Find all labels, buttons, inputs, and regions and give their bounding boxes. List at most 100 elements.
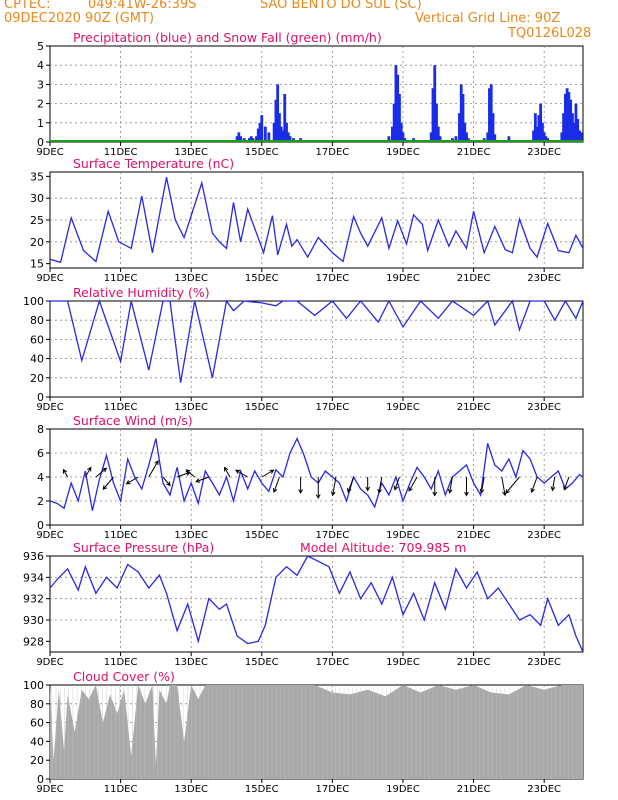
wind-arrow	[148, 460, 159, 478]
precip-bar	[488, 88, 491, 142]
precip-xtick-label: 15DEC	[245, 147, 279, 158]
wind-arrow-head	[154, 460, 159, 465]
wind-arrow	[378, 476, 383, 493]
wind-xtick-label: 11DEC	[104, 530, 138, 541]
cloud-ytick-label: 0	[37, 773, 44, 786]
precip-bar	[571, 113, 574, 142]
precip-bar	[286, 132, 290, 142]
precip-bar	[256, 128, 260, 142]
wind-arrow-head	[505, 489, 510, 494]
temp-xtick-label: 11DEC	[104, 273, 138, 284]
pressure-xtick-label: 11DEC	[104, 657, 138, 668]
precip-bar	[562, 113, 565, 142]
precip-title: Precipitation (blue) and Snow Fall (gree…	[73, 30, 382, 45]
precip-bar	[438, 136, 442, 142]
wind-arrow-head	[223, 466, 229, 472]
humidity-ytick-label: 100	[23, 295, 44, 308]
wind-arrow-head	[315, 494, 321, 500]
humidity-xtick-label: 9DEC	[36, 402, 63, 413]
humidity-xtick-label: 11DEC	[104, 402, 138, 413]
wind-arrow-head	[330, 491, 336, 497]
header-label: CPTEC:	[4, 0, 51, 12]
humidity-ytick-label: 60	[30, 333, 44, 346]
precip-ytick-label: 3	[37, 78, 44, 91]
pressure-subtitle: Model Altitude: 709.985 m	[300, 540, 466, 555]
wind-xtick-label: 13DEC	[174, 530, 208, 541]
precip-bar	[390, 126, 394, 142]
precip-bar	[401, 132, 405, 142]
wind-arrow-head	[408, 486, 413, 492]
precip-bar	[279, 126, 283, 142]
wind-xtick-label: 21DEC	[457, 530, 491, 541]
wind-arrow-head	[346, 488, 352, 494]
precip-bar	[255, 136, 258, 142]
precip-bar	[267, 132, 271, 142]
wind-arrow	[347, 476, 355, 493]
pressure-xtick-label: 19DEC	[386, 657, 420, 668]
wind-arrow-head	[102, 467, 108, 473]
precip-bar	[285, 122, 288, 142]
temp-ytick-label: 25	[30, 214, 44, 227]
wind-arrow-head	[125, 480, 131, 485]
precip-ytick-label: 2	[37, 98, 44, 111]
precip-bar	[274, 99, 278, 142]
wind-arrow	[505, 476, 520, 494]
pressure-xtick-label: 9DEC	[36, 657, 63, 668]
precip-bar	[491, 113, 495, 142]
wind-arrow-head	[195, 478, 201, 483]
wind-arrow	[102, 476, 114, 490]
precip-bar	[429, 132, 433, 142]
pressure-series-line	[49, 555, 584, 653]
precip-bar	[260, 115, 264, 142]
temp-title: Surface Temperature (nC)	[73, 156, 234, 171]
wind-arrow	[62, 469, 69, 478]
temp-xtick-label: 17DEC	[316, 273, 350, 284]
temp-xtick-label: 15DEC	[245, 273, 279, 284]
wind-arrow-head	[530, 488, 535, 494]
wind-xtick-label: 23DEC	[527, 530, 561, 541]
cloud-cover-area	[50, 685, 583, 779]
header-location: SAO BENTO DO SUL (SC)	[260, 0, 422, 12]
precip-xtick-label: 9DEC	[36, 147, 63, 158]
pressure-xtick-label: 15DEC	[245, 657, 279, 668]
cloud-xtick-label: 17DEC	[316, 784, 350, 795]
wind-arrow	[408, 476, 418, 492]
wind-arrow-head	[87, 466, 92, 472]
pressure-frame	[49, 555, 584, 653]
precip-bar	[539, 103, 543, 142]
precip-ytick-label: 5	[37, 40, 44, 53]
precip-bar	[454, 136, 458, 142]
cloud-xtick-label: 19DEC	[386, 784, 420, 795]
precip-bar	[258, 122, 262, 142]
pressure-ytick-label: 930	[23, 614, 44, 627]
precip-bar	[263, 126, 267, 142]
precip-bar	[458, 113, 461, 142]
precip-bar	[235, 136, 239, 142]
wind-xtick-label: 9DEC	[36, 530, 63, 541]
precip-bar	[436, 126, 440, 142]
temp-ytick-label: 30	[30, 192, 44, 205]
cloud-ytick-label: 80	[30, 698, 44, 711]
wind-xtick-label: 17DEC	[316, 530, 350, 541]
precip-bar	[387, 136, 391, 142]
cloud-xtick-label: 9DEC	[36, 784, 63, 795]
pressure-title: Surface Pressure (hPa)	[73, 540, 214, 555]
precip-bar	[288, 136, 292, 142]
precip-bar	[572, 122, 576, 142]
precip-bar	[567, 92, 571, 142]
wind-arrow	[185, 469, 196, 478]
precip-bar	[537, 115, 541, 142]
precip-bar	[272, 122, 276, 142]
pressure-xtick-label: 17DEC	[316, 657, 350, 668]
pressure-xtick-label: 23DEC	[527, 657, 561, 668]
temp-ytick-label: 20	[30, 236, 44, 249]
humidity-ytick-label: 40	[30, 353, 44, 366]
wind-ytick-label: 6	[37, 447, 44, 460]
wind-arrow-head	[272, 488, 278, 494]
precip-bar	[569, 99, 573, 142]
wind-ytick-label: 0	[37, 519, 44, 532]
wind-arrow	[531, 476, 538, 493]
wind-title: Surface Wind (m/s)	[73, 413, 193, 428]
